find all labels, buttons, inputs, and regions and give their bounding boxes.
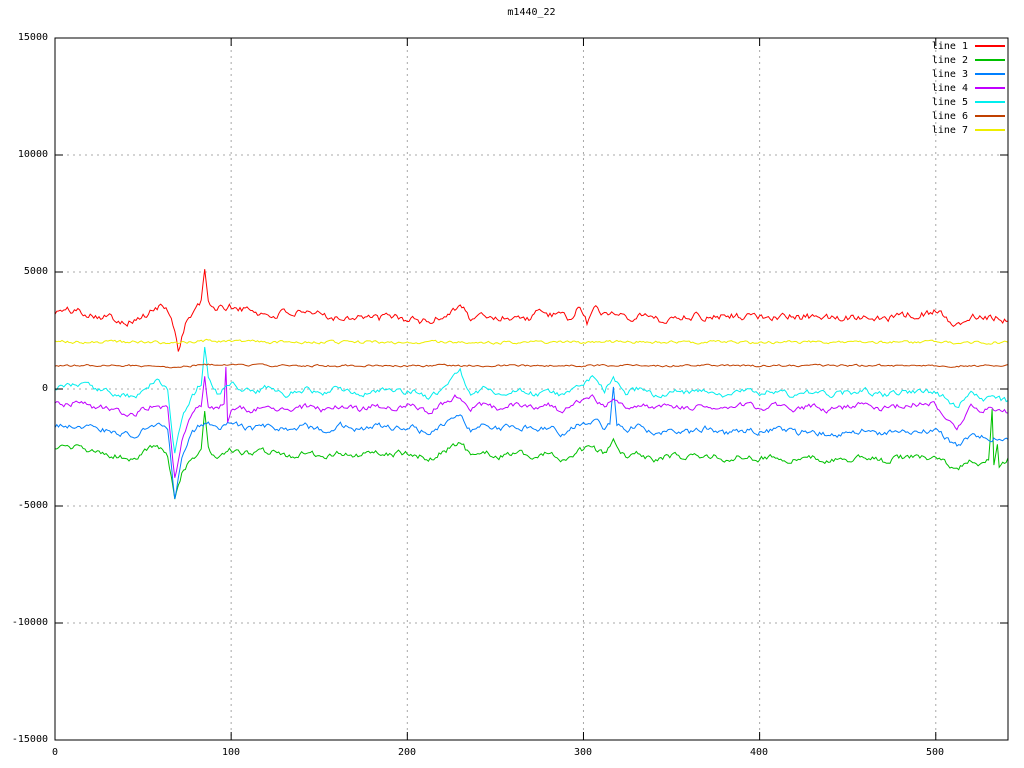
legend-label: line 6 xyxy=(931,110,968,122)
series-line-6 xyxy=(55,363,1008,369)
legend-item: line 5 xyxy=(932,95,1005,109)
chart-title: m1440_22 xyxy=(507,7,556,18)
legend-item: line 4 xyxy=(932,81,1005,95)
legend-line-sample xyxy=(975,129,1005,131)
legend: line 1 line 2 line 3 line 4 line 5 line … xyxy=(932,39,1005,137)
grid-lines xyxy=(55,38,1008,740)
x-tick-label: 400 xyxy=(749,747,769,758)
legend-label: line 2 xyxy=(931,54,968,66)
legend-line-sample xyxy=(975,73,1005,75)
series-line-5 xyxy=(55,346,1008,454)
legend-line-sample xyxy=(975,45,1005,47)
x-tick-label: 0 xyxy=(51,747,59,758)
legend-label: line 5 xyxy=(931,96,968,108)
legend-item: line 6 xyxy=(932,109,1005,123)
legend-label: line 7 xyxy=(931,124,968,136)
legend-line-sample xyxy=(975,59,1005,61)
x-tick-label: 200 xyxy=(397,747,417,758)
y-tick-label: 0 xyxy=(41,383,48,394)
y-tick-label: 15000 xyxy=(17,32,48,43)
legend-label: line 3 xyxy=(931,68,968,80)
legend-item: line 1 xyxy=(932,39,1005,53)
series-line-4 xyxy=(55,366,1008,478)
legend-item: line 3 xyxy=(932,67,1005,81)
y-tick-label: 10000 xyxy=(17,149,48,160)
legend-item: line 7 xyxy=(932,123,1005,137)
legend-line-sample xyxy=(975,87,1005,89)
y-tick-label: -5000 xyxy=(17,500,48,511)
legend-line-sample xyxy=(975,115,1005,117)
plot-border xyxy=(54,37,1009,741)
series-line-1 xyxy=(55,269,1008,352)
y-tick-label: -15000 xyxy=(11,734,48,745)
legend-label: line 1 xyxy=(931,40,968,52)
series-group xyxy=(55,269,1008,500)
series-line-2 xyxy=(55,409,1008,500)
legend-label: line 4 xyxy=(931,82,968,94)
legend-item: line 2 xyxy=(932,53,1005,67)
x-tick-label: 500 xyxy=(925,747,945,758)
x-tick-label: 300 xyxy=(573,747,593,758)
legend-line-sample xyxy=(975,101,1005,103)
series-line-3 xyxy=(55,386,1008,499)
series-line-7 xyxy=(55,338,1008,345)
y-tick-label: -10000 xyxy=(11,617,48,628)
y-tick-label: 5000 xyxy=(23,266,48,277)
x-tick-label: 100 xyxy=(221,747,241,758)
